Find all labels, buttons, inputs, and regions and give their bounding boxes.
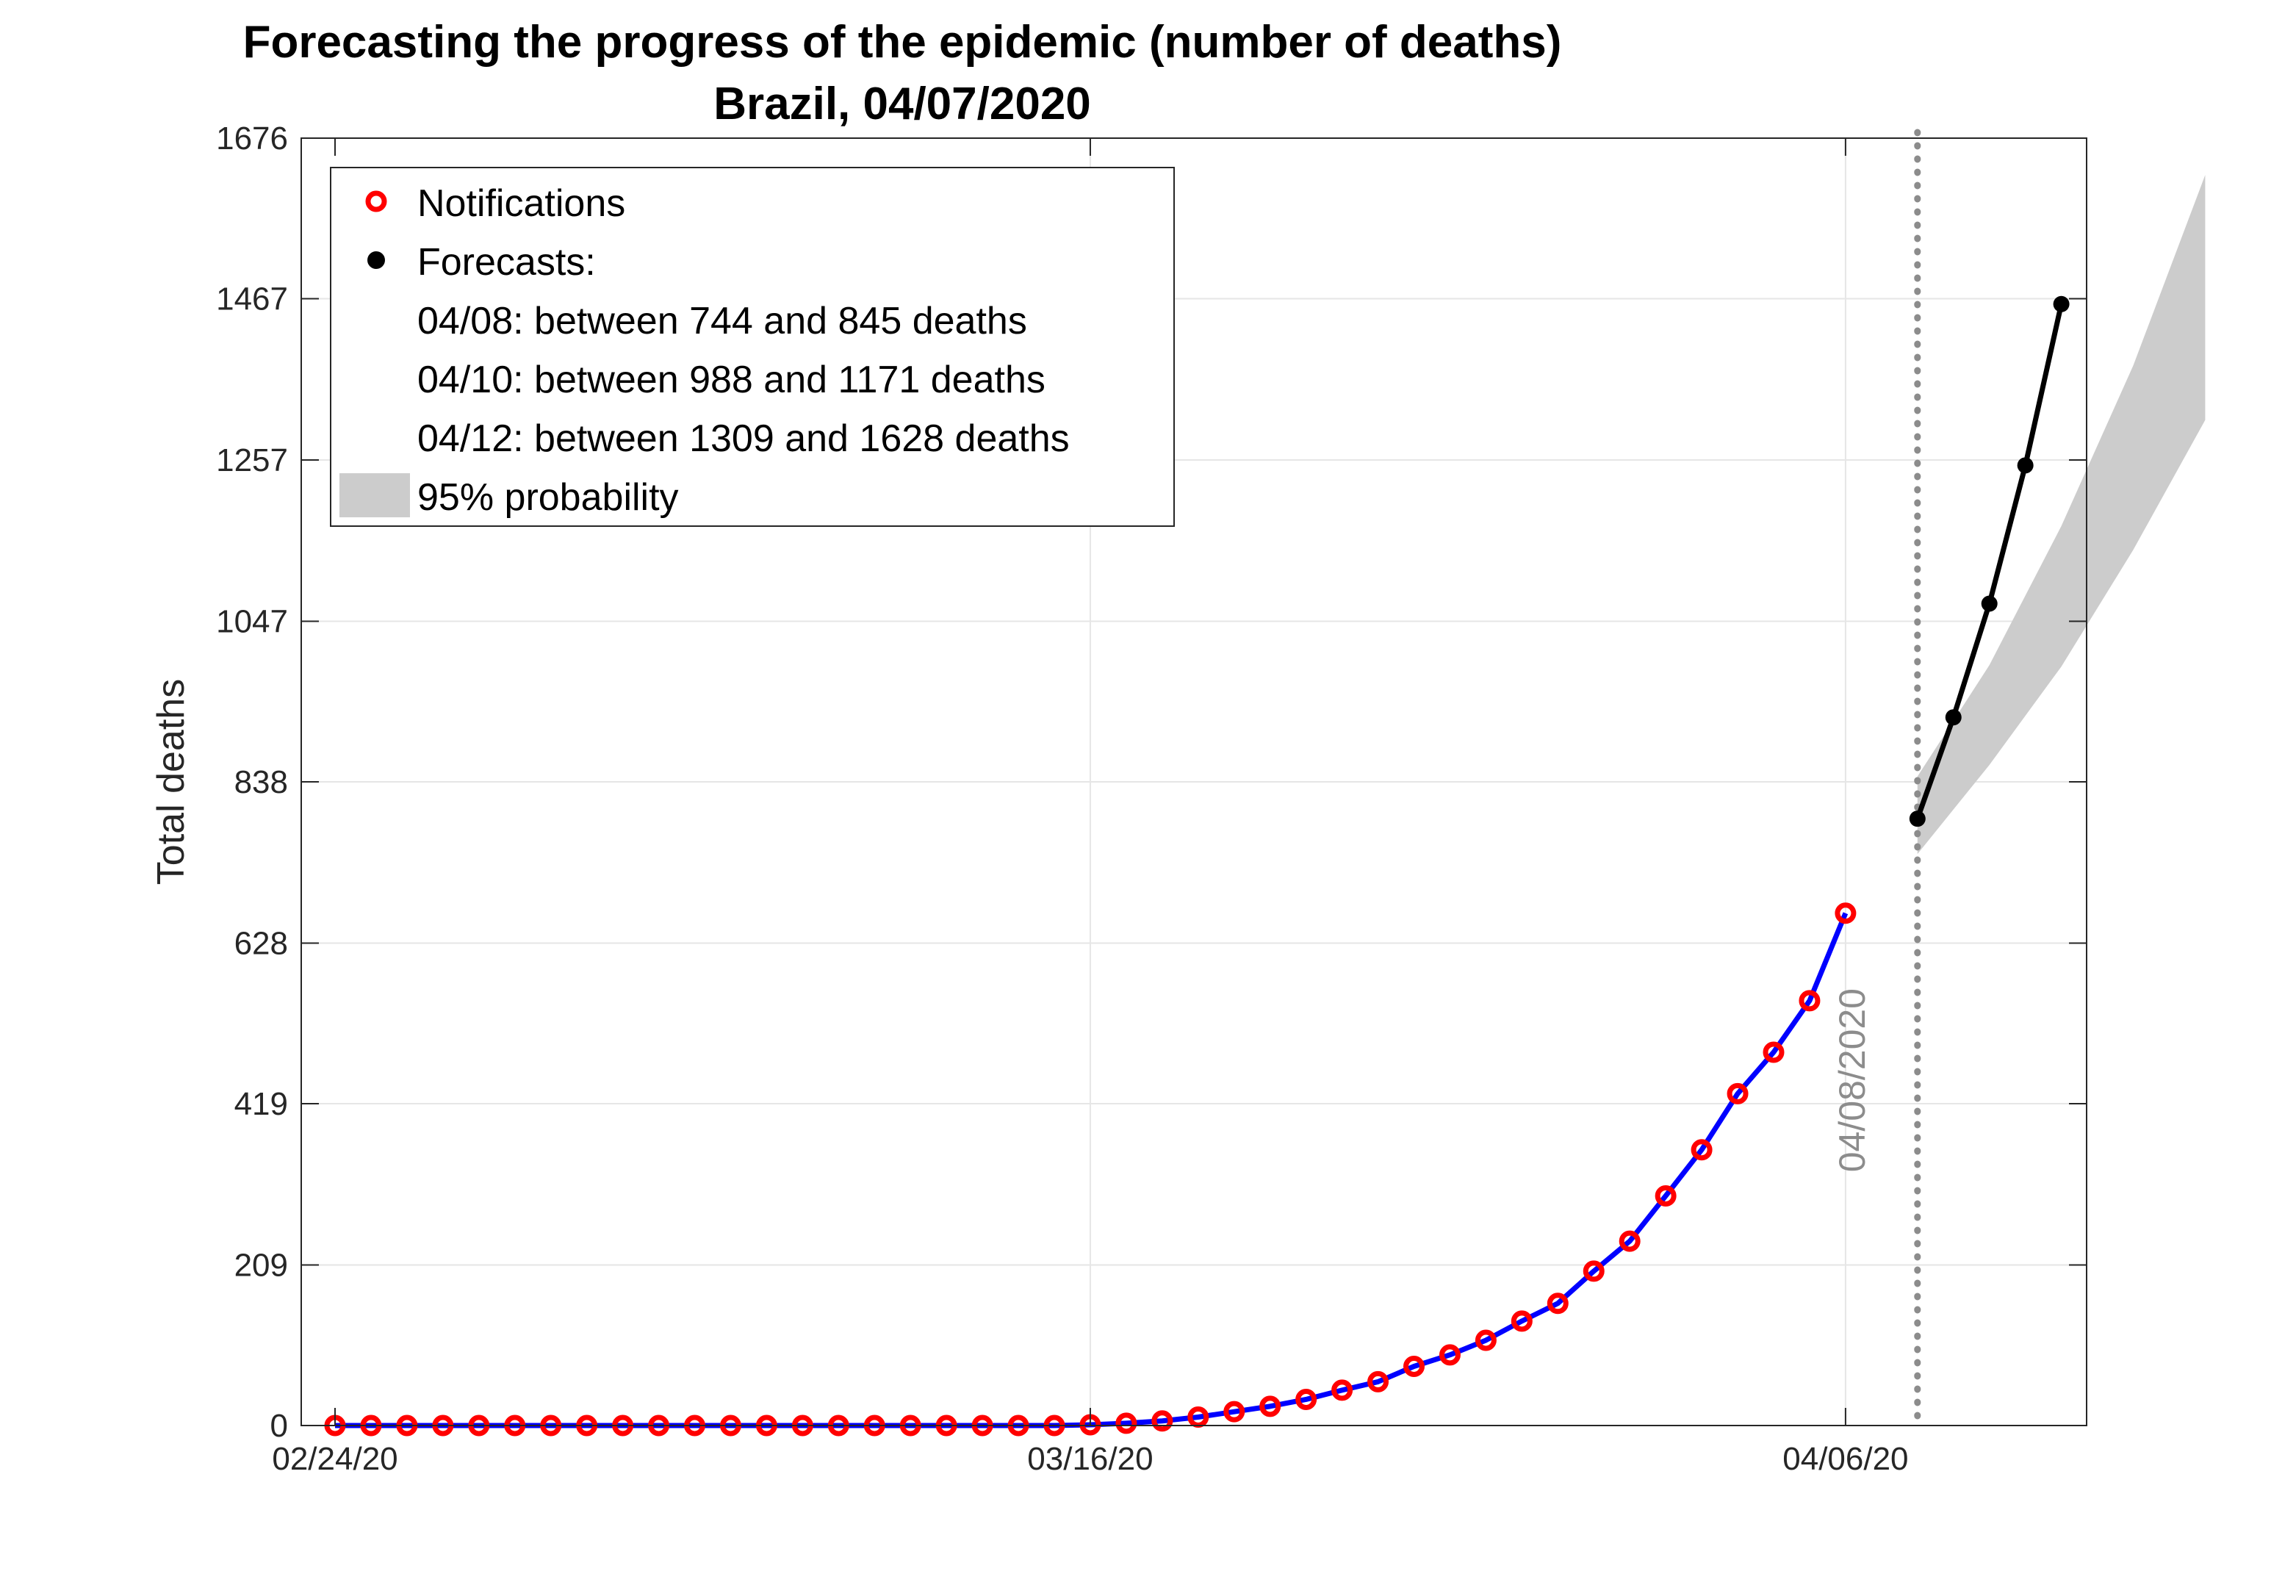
legend-forecasts-marker (367, 251, 385, 269)
forecast-point (1909, 810, 1926, 827)
legend-forecast-line-2: 04/10: between 988 and 1171 deaths (417, 359, 1046, 401)
legend-forecast-line-1: 04/08: between 744 and 845 deaths (417, 300, 1027, 342)
notification-point (1655, 1185, 1677, 1207)
legend-box (330, 167, 1175, 527)
notification-point (1331, 1379, 1353, 1401)
notification-point (1403, 1356, 1425, 1378)
notification-point (1619, 1230, 1641, 1252)
y-axis-label: Total deaths (150, 679, 192, 885)
y-tick-label: 628 (234, 926, 288, 962)
vertical-marker-label: 04/08/2020 (1832, 988, 1873, 1172)
legend-notifications-label: Notifications (417, 182, 625, 225)
notification-point (1151, 1410, 1173, 1432)
notification-point (1691, 1139, 1713, 1161)
notification-point (1439, 1344, 1461, 1366)
y-axis: 0 209 419 628 838 1047 1257 1467 1676 (216, 121, 2087, 1444)
notification-point (1799, 990, 1821, 1012)
confidence-band (1917, 175, 2206, 855)
y-tick-label: 1257 (216, 442, 288, 478)
y-tick-label: 1047 (216, 604, 288, 640)
notification-point (1223, 1401, 1245, 1423)
forecast-point (1945, 709, 1962, 726)
y-tick-label: 0 (270, 1408, 288, 1444)
y-tick-label: 1467 (216, 281, 288, 317)
y-tick-label: 838 (234, 764, 288, 800)
notification-point (1511, 1310, 1533, 1332)
x-axis: 02/24/20 03/16/20 04/06/20 (272, 138, 1909, 1477)
x-tick-label: 03/16/20 (1027, 1441, 1153, 1477)
legend-probability-label: 95% probability (417, 476, 679, 519)
y-tick-label: 419 (234, 1086, 288, 1122)
notification-point (1295, 1388, 1317, 1410)
notification-point (1547, 1293, 1569, 1315)
forecast-point (1981, 595, 1998, 612)
legend-forecast-line-3: 04/12: between 1309 and 1628 deaths (417, 417, 1070, 460)
notification-point (1475, 1329, 1497, 1351)
notification-point (1583, 1260, 1605, 1282)
notification-point (1835, 902, 1857, 924)
legend-forecasts-label: Forecasts: (417, 241, 596, 284)
notification-point (1259, 1395, 1281, 1417)
chart-title: Forecasting the progress of the epidemic… (243, 17, 1562, 68)
legend-probability-swatch (339, 473, 410, 517)
x-tick-label: 02/24/20 (272, 1441, 397, 1477)
forecast-point (2017, 457, 2034, 474)
vertical-marker-layer: 04/08/2020 (1832, 129, 1921, 1429)
x-tick-label: 04/06/20 (1782, 1441, 1908, 1477)
notification-point (1727, 1082, 1749, 1104)
notification-point (1115, 1412, 1137, 1434)
y-tick-label: 1676 (216, 121, 288, 157)
legend-notifications-marker (365, 190, 387, 212)
chart-subtitle: Brazil, 04/07/2020 (713, 79, 1091, 129)
confidence-band-layer (1917, 175, 2206, 855)
notification-point (1367, 1370, 1389, 1392)
y-tick-label: 209 (234, 1248, 288, 1284)
legend: Notifications Forecasts: 04/08: between … (330, 167, 1175, 527)
forecast-point (2053, 295, 2070, 312)
notification-point (1763, 1041, 1785, 1063)
